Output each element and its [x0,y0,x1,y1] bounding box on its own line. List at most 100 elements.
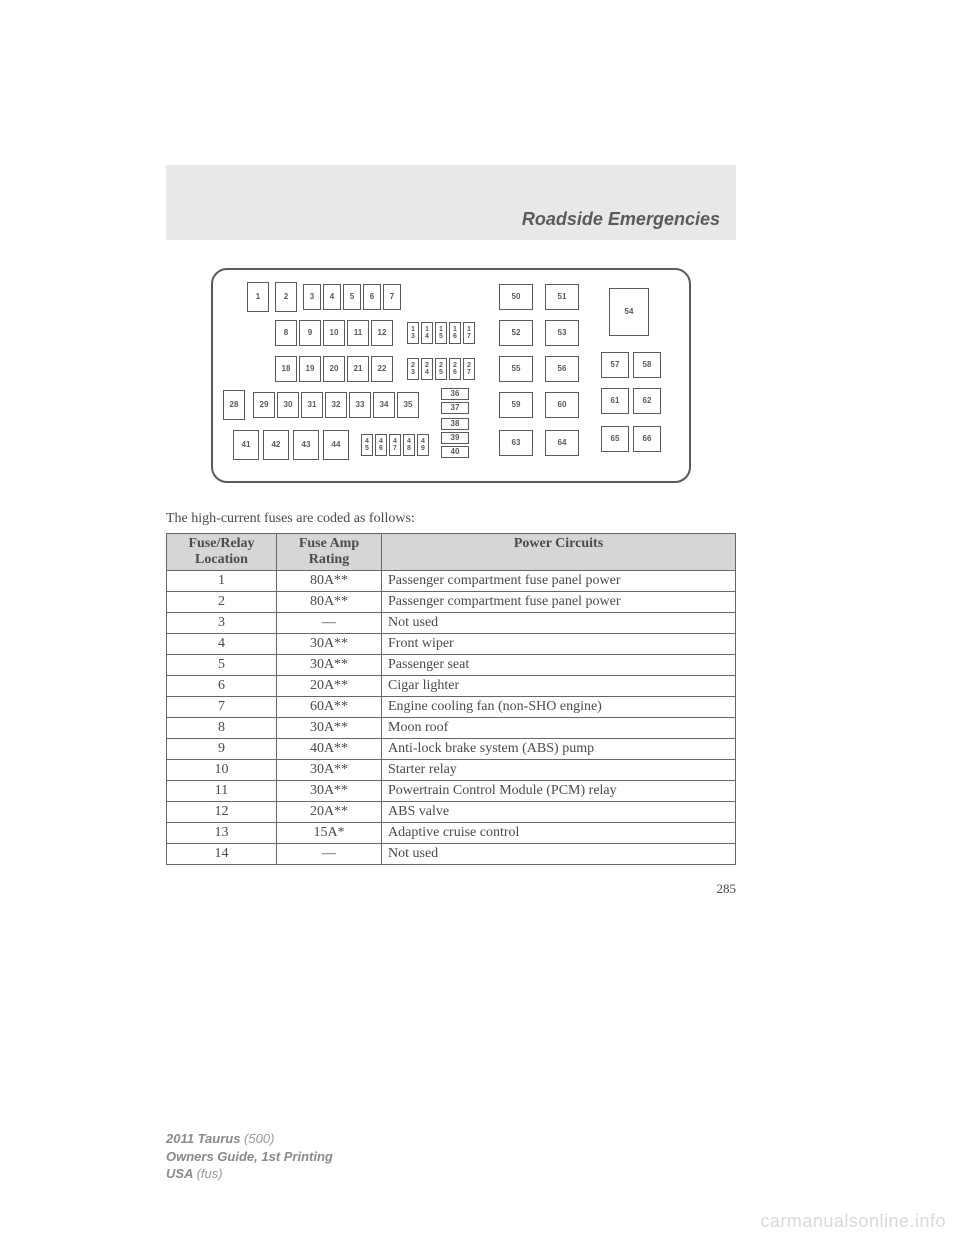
fuse-slot: 35 [397,392,419,418]
table-row: 1220A**ABS valve [167,802,736,823]
table-row: 1315A*Adaptive cruise control [167,823,736,844]
cell-location: 5 [167,655,277,676]
fuse-slot: 53 [545,320,579,346]
table-row: 14—Not used [167,844,736,865]
table-row: 1130A**Powertrain Control Module (PCM) r… [167,781,736,802]
fuse-slot: 16 [449,322,461,344]
section-title: Roadside Emergencies [522,209,720,230]
cell-location: 11 [167,781,277,802]
fuse-slot: 6 [363,284,381,310]
cell-circuit: Passenger seat [382,655,736,676]
fuse-slot: 54 [609,288,649,336]
cell-circuit: ABS valve [382,802,736,823]
fuse-slot: 21 [347,356,369,382]
fuse-slot: 33 [349,392,371,418]
fuse-diagram-wrap: 1234567891011121819202122282930313233343… [166,268,736,483]
fuse-slot: 55 [499,356,533,382]
fuse-slot: 20 [323,356,345,382]
fuse-slot: 29 [253,392,275,418]
footer: 2011 Taurus (500) Owners Guide, 1st Prin… [166,1130,333,1183]
col-circuits: Power Circuits [382,534,736,571]
cell-amp: 80A** [277,571,382,592]
fuse-slot: 59 [499,392,533,418]
fuse-slot: 44 [323,430,349,460]
cell-amp: 80A** [277,592,382,613]
fuse-slot: 14 [421,322,433,344]
intro-text: The high-current fuses are coded as foll… [166,511,736,527]
fuse-slot: 60 [545,392,579,418]
cell-location: 6 [167,676,277,697]
cell-circuit: Front wiper [382,634,736,655]
cell-circuit: Engine cooling fan (non-SHO engine) [382,697,736,718]
cell-location: 4 [167,634,277,655]
fuse-slot: 25 [435,358,447,380]
fuse-slot: 46 [375,434,387,456]
fuse-slot: 43 [293,430,319,460]
fuse-slot: 37 [441,402,469,414]
fuse-slot: 56 [545,356,579,382]
cell-circuit: Not used [382,844,736,865]
table-row: 280A**Passenger compartment fuse panel p… [167,592,736,613]
fuse-slot: 28 [223,390,245,420]
fuse-slot: 50 [499,284,533,310]
fuse-slot: 27 [463,358,475,380]
fuse-slot: 4 [323,284,341,310]
cell-location: 10 [167,760,277,781]
manual-page: Roadside Emergencies 1234567891011121819… [166,165,736,897]
cell-location: 7 [167,697,277,718]
fuse-slot: 48 [403,434,415,456]
table-row: 180A**Passenger compartment fuse panel p… [167,571,736,592]
fuse-slot: 2 [275,282,297,312]
table-row: 430A**Front wiper [167,634,736,655]
cell-circuit: Moon roof [382,718,736,739]
fuse-slot: 34 [373,392,395,418]
fuse-slot: 22 [371,356,393,382]
cell-amp: 40A** [277,739,382,760]
fuse-slot: 58 [633,352,661,378]
fuse-slot: 7 [383,284,401,310]
table-row: 830A**Moon roof [167,718,736,739]
fuse-slot: 11 [347,320,369,346]
cell-amp: — [277,844,382,865]
fuse-slot: 1 [247,282,269,312]
fuse-slot: 42 [263,430,289,460]
cell-amp: 30A** [277,781,382,802]
fuse-slot: 18 [275,356,297,382]
cell-circuit: Powertrain Control Module (PCM) relay [382,781,736,802]
fuse-slot: 57 [601,352,629,378]
cell-circuit: Not used [382,613,736,634]
cell-location: 1 [167,571,277,592]
cell-location: 3 [167,613,277,634]
fuse-slot: 12 [371,320,393,346]
col-amp: Fuse Amp Rating [277,534,382,571]
fuse-slot: 10 [323,320,345,346]
cell-amp: 30A** [277,760,382,781]
cell-amp: 30A** [277,718,382,739]
fuse-slot: 65 [601,426,629,452]
footer-region: USA [166,1166,197,1181]
fuse-slot: 66 [633,426,661,452]
cell-amp: 30A** [277,634,382,655]
fuse-slot: 13 [407,322,419,344]
cell-amp: 60A** [277,697,382,718]
fuse-slot: 26 [449,358,461,380]
table-row: 530A**Passenger seat [167,655,736,676]
fuse-slot: 41 [233,430,259,460]
cell-circuit: Starter relay [382,760,736,781]
cell-location: 2 [167,592,277,613]
fuse-slot: 17 [463,322,475,344]
cell-location: 14 [167,844,277,865]
col-location: Fuse/Relay Location [167,534,277,571]
cell-amp: 20A** [277,802,382,823]
cell-amp: 30A** [277,655,382,676]
fuse-slot: 38 [441,418,469,430]
cell-circuit: Adaptive cruise control [382,823,736,844]
table-row: 760A**Engine cooling fan (non-SHO engine… [167,697,736,718]
fuse-slot: 45 [361,434,373,456]
cell-circuit: Cigar lighter [382,676,736,697]
cell-amp: 20A** [277,676,382,697]
footer-model: 2011 Taurus [166,1131,244,1146]
cell-amp: — [277,613,382,634]
footer-code: (500) [244,1131,274,1146]
cell-circuit: Passenger compartment fuse panel power [382,592,736,613]
